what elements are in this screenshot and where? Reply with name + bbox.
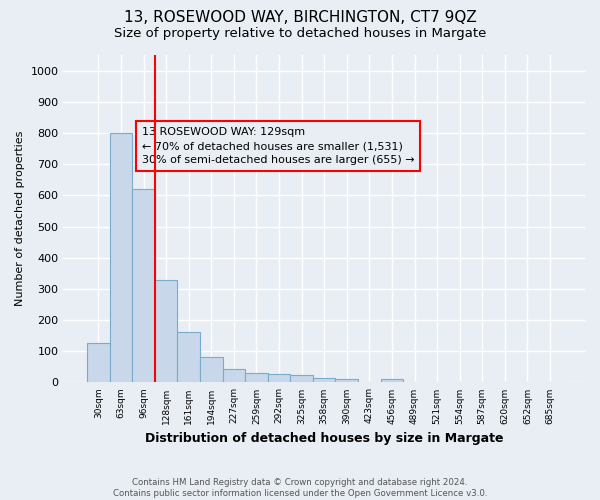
Bar (268, 374, 290, 382)
Bar (178, 332, 200, 382)
Bar (200, 357, 223, 382)
Bar (313, 378, 335, 382)
Text: Size of property relative to detached houses in Margate: Size of property relative to detached ho… (114, 28, 486, 40)
X-axis label: Distribution of detached houses by size in Margate: Distribution of detached houses by size … (145, 432, 503, 445)
Bar (245, 373, 268, 382)
Y-axis label: Number of detached properties: Number of detached properties (15, 131, 25, 306)
Bar (132, 189, 155, 382)
Text: Contains HM Land Registry data © Crown copyright and database right 2024.
Contai: Contains HM Land Registry data © Crown c… (113, 478, 487, 498)
Bar (223, 370, 245, 382)
Text: 13 ROSEWOOD WAY: 129sqm
← 70% of detached houses are smaller (1,531)
30% of semi: 13 ROSEWOOD WAY: 129sqm ← 70% of detache… (142, 127, 414, 165)
Bar (380, 380, 403, 382)
Bar (87, 344, 110, 382)
Bar (290, 374, 313, 382)
Bar (155, 280, 178, 382)
Text: 13, ROSEWOOD WAY, BIRCHINGTON, CT7 9QZ: 13, ROSEWOOD WAY, BIRCHINGTON, CT7 9QZ (124, 10, 476, 25)
Bar (335, 380, 358, 382)
Bar (110, 133, 132, 382)
